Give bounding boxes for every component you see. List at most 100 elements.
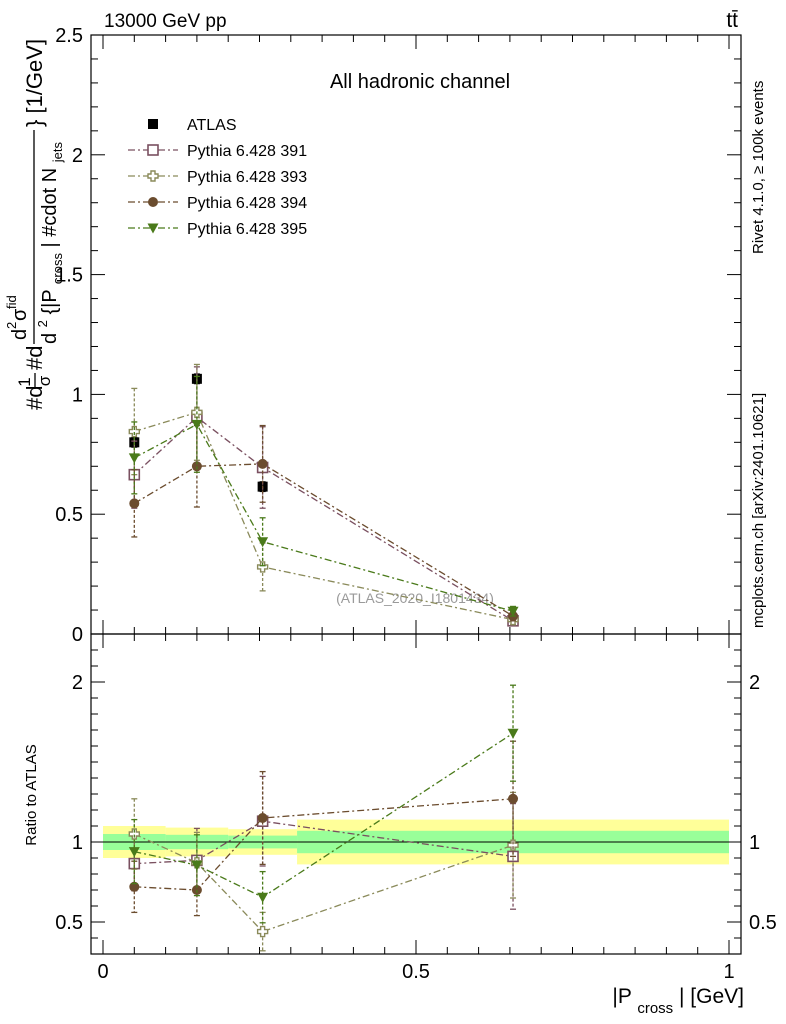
ratio-xtick-label: 0.5 bbox=[402, 961, 430, 983]
data-point bbox=[507, 728, 519, 739]
ratio-ytick-label-right: 0.5 bbox=[749, 912, 777, 934]
ylabel-den-body: {|P bbox=[39, 290, 61, 315]
data-point bbox=[128, 847, 140, 858]
legend-marker bbox=[147, 170, 159, 182]
main-ylabel: #d 1 σ #d d 2 σ fid d 2 {|P cross | #cdo… bbox=[4, 39, 67, 410]
data-point bbox=[257, 458, 268, 469]
ratio-xtick-label: 1 bbox=[723, 961, 734, 983]
data-point bbox=[129, 881, 140, 892]
ylabel-close-brace: } bbox=[22, 120, 47, 127]
legend-item: Pythia 6.428 395 bbox=[128, 221, 307, 238]
ylabel-frac-num: 1 bbox=[15, 377, 34, 386]
ylabel-sigma: σ bbox=[9, 308, 31, 321]
series-pythia-6-428-394 bbox=[129, 424, 519, 622]
ylabel-den-open: d bbox=[39, 333, 61, 344]
ylabel-units: [1/GeV] bbox=[22, 39, 47, 120]
series-line bbox=[134, 833, 514, 933]
legend-item: Pythia 6.428 394 bbox=[128, 195, 307, 212]
channel-title: All hadronic channel bbox=[330, 71, 510, 93]
data-point bbox=[191, 461, 202, 472]
ratio-xlabel: |P cross | [GeV] bbox=[612, 985, 744, 1018]
data-point bbox=[128, 425, 140, 438]
series-atlas bbox=[129, 373, 519, 625]
ratio-ytick-label-right: 1 bbox=[749, 832, 760, 854]
series-line bbox=[133, 416, 514, 622]
ylabel-prefix: #d bbox=[22, 386, 47, 410]
legend-marker bbox=[148, 197, 158, 207]
svg-text:d 2 {|P: d 2 {|P cross | #cdot N jets bbox=[30, 141, 67, 344]
legend-item: ATLAS bbox=[148, 117, 237, 134]
data-point bbox=[257, 537, 269, 548]
data-point bbox=[129, 498, 140, 509]
ratio-ytick-label-right: 2 bbox=[749, 672, 760, 694]
data-point bbox=[257, 892, 269, 903]
process-label: tt̄ bbox=[726, 9, 738, 32]
ratio-frame bbox=[90, 633, 742, 955]
mcplots-side-label: mcplots.cern.ch [arXiv:2401.10621] bbox=[750, 393, 767, 628]
data-point bbox=[508, 793, 519, 804]
ylabel-den-sub-jets: jets bbox=[50, 141, 65, 163]
series-line bbox=[134, 411, 514, 621]
series-pythia-6-428-393 bbox=[128, 363, 519, 626]
data-point bbox=[128, 828, 140, 840]
legend-label: Pythia 6.428 393 bbox=[187, 169, 307, 186]
legend-label: Pythia 6.428 391 bbox=[187, 143, 307, 160]
series-pythia-6-428-395 bbox=[128, 375, 519, 617]
data-point bbox=[507, 606, 519, 617]
main-ytick-label: 2.5 bbox=[55, 25, 83, 47]
data-point bbox=[256, 561, 269, 573]
legend-label: Pythia 6.428 395 bbox=[187, 221, 307, 238]
data-point bbox=[191, 860, 203, 871]
ylabel-den-sup: 2 bbox=[35, 320, 50, 327]
svg-text:#d: #d bbox=[22, 386, 47, 410]
series-pythia-6-428-395 bbox=[128, 684, 519, 924]
legend-label: ATLAS bbox=[187, 117, 237, 134]
ylabel-den-sub-cross: cross bbox=[50, 253, 65, 285]
data-point bbox=[507, 839, 519, 851]
energy-label: 13000 GeV pp bbox=[104, 11, 227, 32]
legend-marker bbox=[147, 223, 159, 234]
ratio-ytick-label: 1 bbox=[72, 832, 83, 854]
main-ytick-label: 1.5 bbox=[55, 265, 83, 287]
data-point bbox=[257, 813, 268, 823]
xlabel-open: |P bbox=[612, 985, 631, 1008]
xlabel-close: | [GeV] bbox=[679, 985, 744, 1008]
ratio-ylabel: Ratio to ATLAS bbox=[23, 744, 40, 845]
ylabel-sup-fid: fid bbox=[4, 295, 19, 309]
rivet-side-label: Rivet 4.1.0, ≥ 100k events bbox=[750, 81, 767, 254]
series-line bbox=[133, 463, 514, 617]
ratio-xtick-label: 0 bbox=[97, 961, 108, 983]
legend-marker bbox=[148, 119, 158, 129]
svg-text:} [1/GeV]: } [1/GeV] bbox=[22, 39, 47, 127]
data-point bbox=[191, 419, 203, 430]
series-line bbox=[134, 798, 514, 891]
ylabel-den-tail: | #cdot N bbox=[39, 168, 61, 248]
main-ytick-label: 0.5 bbox=[55, 504, 83, 526]
series-pythia-6-428-391 bbox=[128, 366, 519, 627]
data-point bbox=[256, 925, 269, 938]
series-pythia-6-428-393 bbox=[128, 791, 519, 952]
legend-item: Pythia 6.428 391 bbox=[128, 143, 307, 160]
ratio-panel: 0 0.5 1 0.5 0.5 1 1 2 2 bbox=[55, 633, 777, 983]
ylabel-mid: #d bbox=[22, 346, 47, 370]
series-line bbox=[134, 820, 514, 865]
ratio-ytick-label: 2 bbox=[72, 672, 83, 694]
legend-item: Pythia 6.428 393 bbox=[128, 169, 307, 186]
ratio-ytick-label: 0.5 bbox=[55, 912, 83, 934]
legend: ATLAS Pythia 6.428 391 Pythia 6.428 393 Pyt… bbox=[128, 117, 307, 238]
main-ytick-label: 0 bbox=[72, 624, 83, 646]
legend-marker bbox=[147, 144, 159, 156]
data-point bbox=[128, 453, 140, 464]
xlabel-sub: cross bbox=[637, 1000, 673, 1017]
main-panel: 0 0.5 1 1.5 2 2.5 bbox=[55, 25, 742, 646]
analysis-watermark: (ATLAS_2020_I1801434) bbox=[336, 590, 494, 606]
series-line bbox=[133, 423, 514, 612]
ylabel-d2: d bbox=[9, 329, 31, 340]
main-ytick-label: 1 bbox=[72, 384, 83, 406]
ylabel-sup2: 2 bbox=[4, 322, 19, 329]
legend-label: Pythia 6.428 394 bbox=[187, 195, 307, 212]
main-ytick-label: 2 bbox=[72, 145, 83, 167]
ylabel-frac-den: σ bbox=[35, 375, 54, 386]
series-line bbox=[134, 732, 514, 898]
